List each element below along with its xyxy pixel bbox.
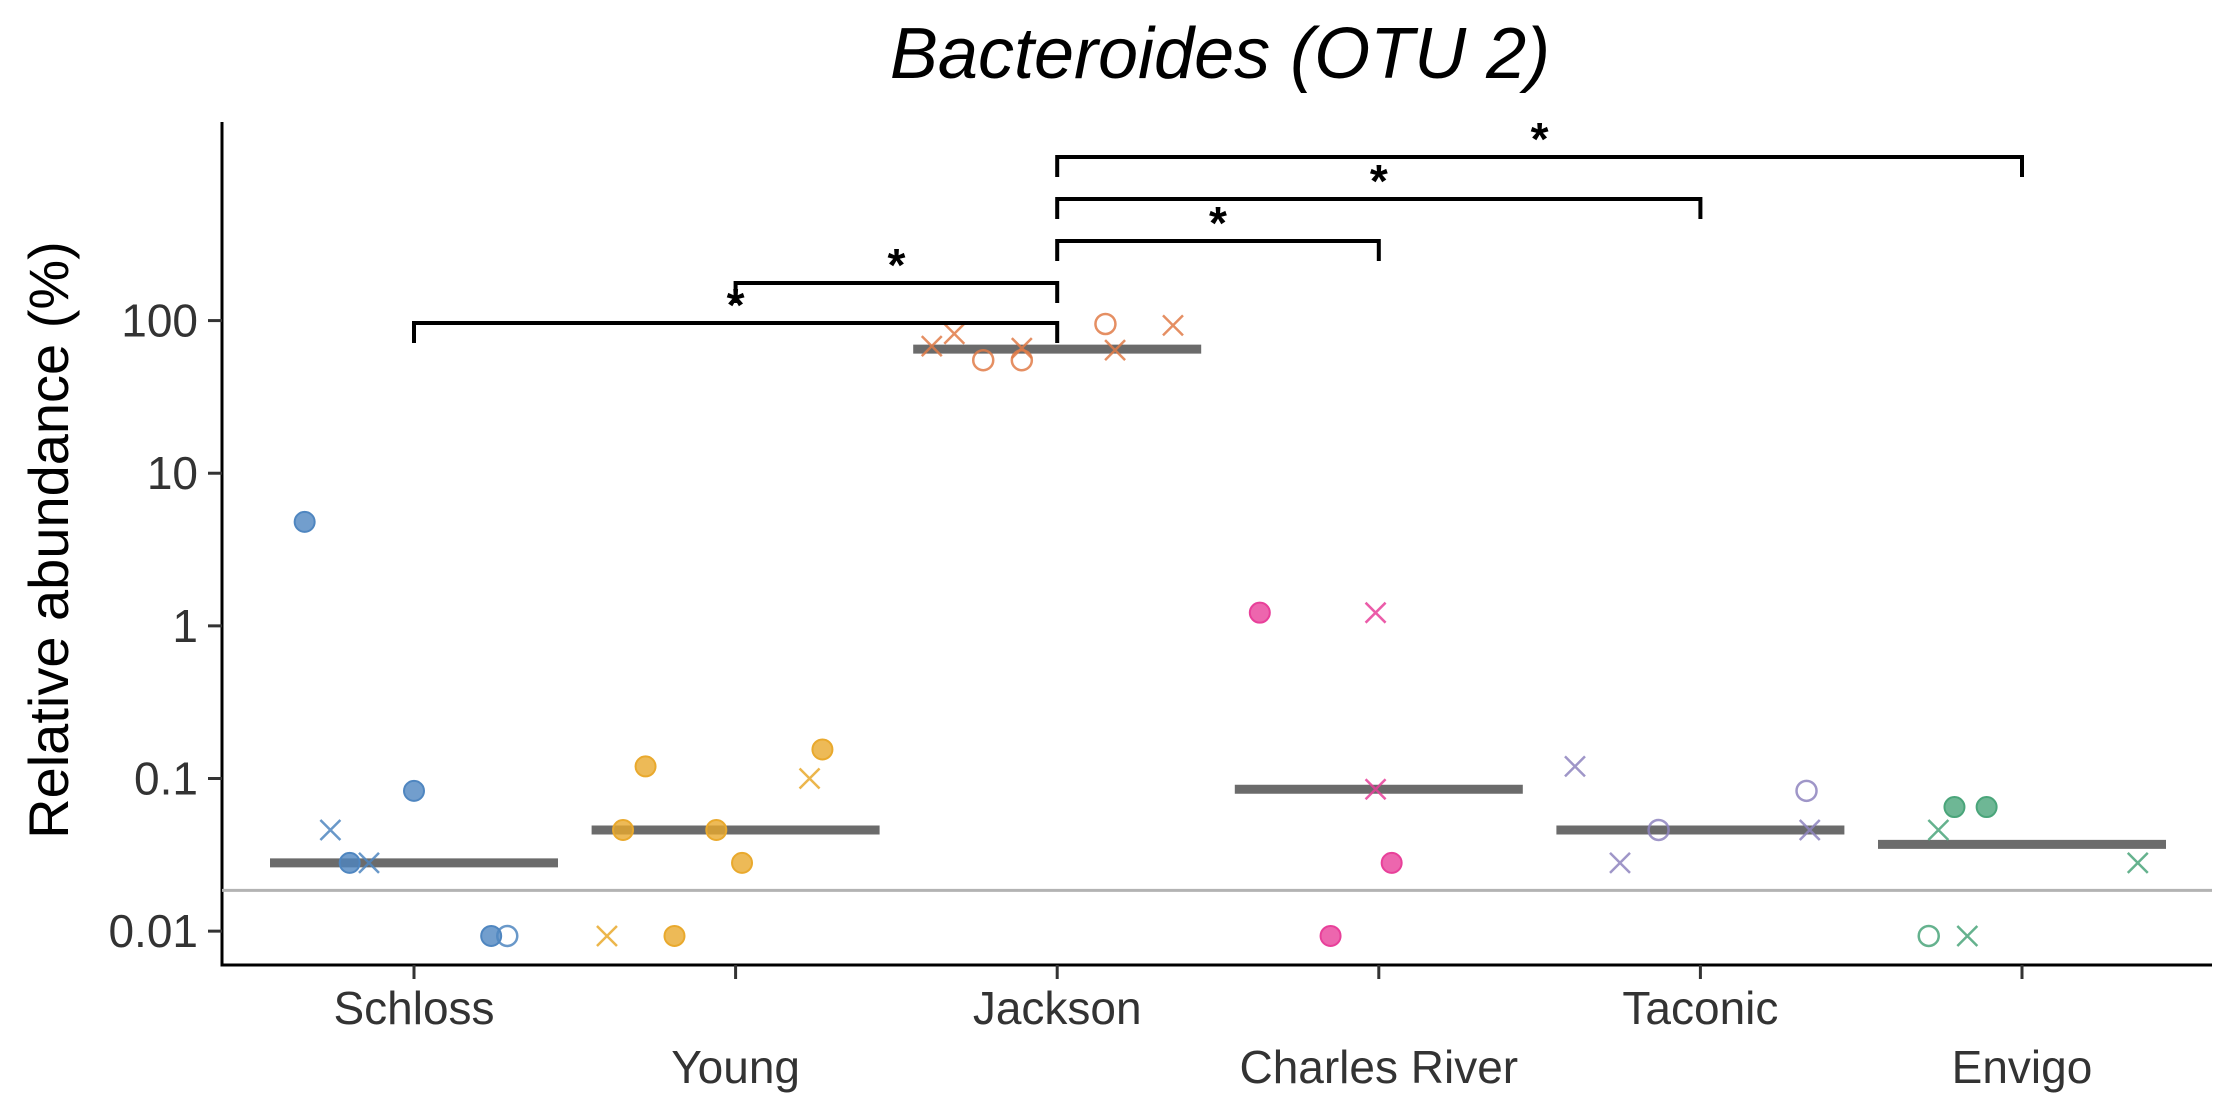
data-point bbox=[1248, 601, 1271, 624]
data-point bbox=[319, 819, 342, 841]
data-point bbox=[358, 852, 380, 874]
data-point bbox=[1647, 818, 1670, 842]
data-point bbox=[1917, 924, 1940, 948]
data-point bbox=[596, 925, 618, 947]
y-tick-label: 1 bbox=[172, 600, 198, 652]
significance-star: * bbox=[1370, 155, 1388, 207]
data-point bbox=[1104, 339, 1126, 362]
data-point bbox=[2126, 852, 2149, 874]
x-tick-label: Schloss bbox=[333, 982, 494, 1034]
y-tick-label: 0.1 bbox=[134, 752, 198, 804]
data-point bbox=[920, 335, 943, 358]
significance-bracket bbox=[1055, 155, 2024, 177]
data-point bbox=[1380, 851, 1403, 874]
data-point bbox=[1010, 337, 1033, 360]
significance-star: * bbox=[887, 239, 905, 291]
data-point bbox=[1162, 314, 1184, 337]
data-point bbox=[338, 851, 361, 874]
significance-star: * bbox=[727, 279, 745, 331]
data-point bbox=[1798, 819, 1821, 841]
x-tick-label: Charles River bbox=[1239, 1041, 1518, 1093]
significance-star: * bbox=[1531, 113, 1549, 165]
data-point bbox=[293, 510, 316, 533]
data-point bbox=[1609, 852, 1631, 874]
significance-bracket bbox=[733, 281, 1060, 303]
data-point bbox=[1795, 779, 1818, 803]
plot-area: 100 10 1 0.1 0.01 Schloss Young Jackson Charles … bbox=[108, 113, 2212, 1093]
data-point bbox=[798, 767, 821, 790]
y-axis-label: Relative abundance (%) bbox=[17, 241, 80, 839]
data-point bbox=[971, 348, 995, 372]
data-point bbox=[1010, 348, 1034, 372]
data-point bbox=[1975, 796, 1998, 819]
y-tick-label: 10 bbox=[147, 447, 198, 499]
x-tick-label: Jackson bbox=[973, 982, 1142, 1034]
data-point bbox=[1319, 924, 1342, 947]
data-point bbox=[811, 738, 834, 761]
x-tick-label: Envigo bbox=[1952, 1041, 2093, 1093]
data-point bbox=[943, 322, 966, 345]
data-point bbox=[1943, 796, 1966, 819]
data-point bbox=[480, 924, 503, 947]
y-tick-label: 0.01 bbox=[108, 905, 198, 957]
data-point bbox=[705, 818, 728, 841]
data-point bbox=[663, 924, 686, 947]
data-point bbox=[1927, 819, 1950, 841]
x-tick-label: Young bbox=[671, 1041, 800, 1093]
data-point bbox=[634, 755, 657, 778]
data-point bbox=[496, 924, 519, 948]
significance-bracket bbox=[412, 321, 1060, 343]
data-point bbox=[731, 851, 754, 874]
data-point bbox=[1564, 755, 1586, 778]
data-point bbox=[1956, 925, 1979, 947]
chart-title: Bacteroides (OTU 2) bbox=[890, 14, 1550, 94]
y-tick-label: 100 bbox=[121, 295, 198, 347]
data-point bbox=[403, 779, 425, 802]
data-point bbox=[1364, 601, 1387, 624]
significance-bracket bbox=[1055, 239, 1381, 261]
significance-bracket bbox=[1055, 197, 1703, 219]
data-point bbox=[1364, 778, 1387, 801]
data-point bbox=[1094, 312, 1117, 336]
significance-star: * bbox=[1209, 197, 1227, 249]
data-point bbox=[612, 818, 635, 841]
x-tick-label: Taconic bbox=[1622, 982, 1778, 1034]
